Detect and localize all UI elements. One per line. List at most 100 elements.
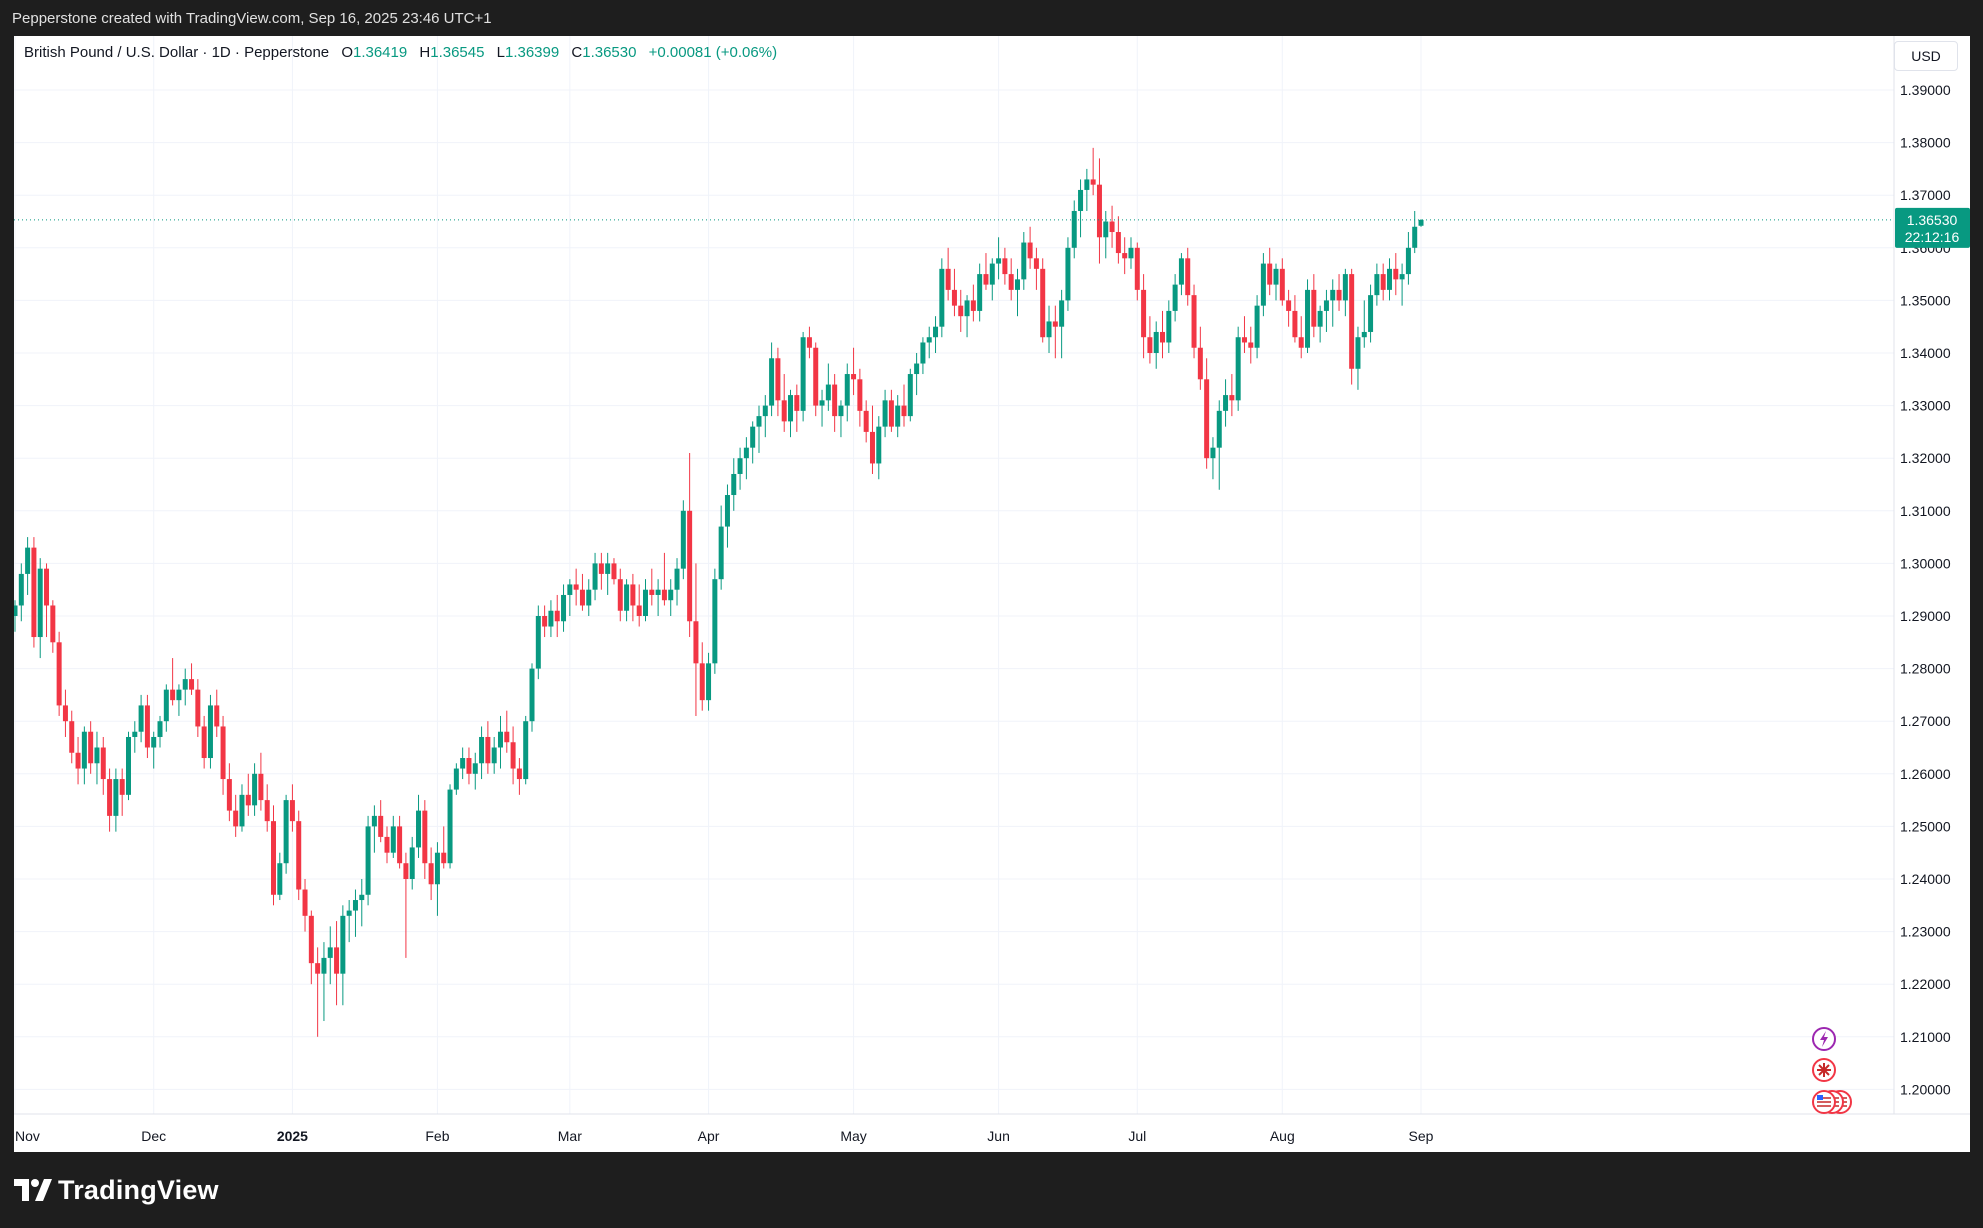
candle[interactable]	[491, 736, 497, 774]
candle[interactable]	[283, 794, 289, 874]
candle[interactable]	[163, 684, 169, 732]
candle[interactable]	[1071, 200, 1077, 259]
candle[interactable]	[983, 253, 989, 290]
candle[interactable]	[844, 363, 850, 422]
candle[interactable]	[1178, 253, 1184, 296]
candle[interactable]	[611, 558, 617, 585]
candle[interactable]	[315, 947, 321, 1037]
candle[interactable]	[170, 658, 176, 706]
candle[interactable]	[832, 374, 838, 432]
candle[interactable]	[1046, 305, 1052, 353]
candle[interactable]	[321, 942, 327, 1022]
candle[interactable]	[1033, 247, 1039, 290]
candle[interactable]	[617, 568, 623, 622]
candle[interactable]	[838, 400, 844, 438]
candle[interactable]	[18, 563, 24, 622]
candle[interactable]	[1160, 310, 1166, 359]
candle[interactable]	[1405, 232, 1411, 285]
candle[interactable]	[479, 726, 485, 780]
candle[interactable]	[687, 452, 693, 638]
candle[interactable]	[1021, 232, 1027, 290]
candle[interactable]	[794, 384, 800, 432]
candle[interactable]	[176, 684, 182, 716]
candle[interactable]	[258, 752, 264, 811]
candle[interactable]	[220, 715, 226, 795]
candle[interactable]	[1134, 242, 1140, 301]
us-flag-event-icon[interactable]	[1812, 1090, 1852, 1114]
candle[interactable]	[189, 663, 195, 695]
candle[interactable]	[592, 552, 598, 601]
candle[interactable]	[958, 289, 964, 332]
symbol-name[interactable]: British Pound / U.S. Dollar · 1D · Peppe…	[24, 44, 330, 61]
candle[interactable]	[1317, 305, 1323, 343]
currency-button[interactable]: USD	[1894, 41, 1958, 71]
candle[interactable]	[409, 836, 415, 890]
candle[interactable]	[69, 710, 75, 764]
candle[interactable]	[548, 600, 554, 638]
candle[interactable]	[1216, 400, 1222, 490]
candle[interactable]	[1260, 253, 1266, 317]
candle[interactable]	[907, 368, 913, 422]
candle[interactable]	[472, 752, 478, 790]
candle[interactable]	[434, 842, 440, 916]
candle[interactable]	[50, 600, 56, 653]
candle[interactable]	[1368, 284, 1374, 343]
candle[interactable]	[233, 794, 239, 837]
candle[interactable]	[1399, 263, 1405, 306]
candle[interactable]	[289, 784, 295, 832]
candle[interactable]	[453, 763, 459, 795]
candle[interactable]	[1323, 289, 1329, 332]
candle[interactable]	[542, 605, 548, 638]
candle[interactable]	[1235, 326, 1241, 411]
candle[interactable]	[88, 721, 94, 774]
candle[interactable]	[37, 558, 43, 659]
candle[interactable]	[869, 405, 875, 474]
candle[interactable]	[1059, 289, 1065, 359]
candle[interactable]	[706, 652, 712, 711]
candle[interactable]	[1361, 300, 1367, 348]
candle[interactable]	[781, 374, 787, 432]
candle[interactable]	[989, 258, 995, 301]
candle[interactable]	[327, 926, 333, 985]
candle[interactable]	[125, 731, 131, 801]
candle[interactable]	[441, 826, 447, 869]
candle[interactable]	[485, 721, 491, 774]
candle[interactable]	[718, 505, 724, 590]
candle[interactable]	[806, 326, 812, 359]
candle[interactable]	[422, 800, 428, 879]
candle[interactable]	[1115, 216, 1121, 264]
candle[interactable]	[1267, 247, 1273, 296]
candle[interactable]	[680, 500, 686, 580]
candle[interactable]	[1166, 300, 1172, 353]
candle[interactable]	[397, 815, 403, 869]
candle[interactable]	[819, 389, 825, 427]
candle[interactable]	[31, 537, 37, 648]
candle[interactable]	[579, 573, 585, 611]
candle[interactable]	[1103, 210, 1109, 259]
candle[interactable]	[1241, 316, 1247, 353]
candle[interactable]	[504, 710, 510, 753]
candle[interactable]	[1412, 210, 1418, 254]
candle[interactable]	[371, 805, 377, 853]
candle[interactable]	[308, 910, 314, 985]
candle[interactable]	[1286, 289, 1292, 327]
candle[interactable]	[264, 784, 270, 832]
candle[interactable]	[693, 563, 699, 716]
candlestick-chart[interactable]: 1.20000 1.21000 1.22000 1.23000 1.24000 1.250…	[14, 36, 1970, 1152]
candle[interactable]	[1014, 268, 1020, 317]
candle[interactable]	[876, 416, 882, 480]
candle[interactable]	[132, 721, 138, 753]
candle[interactable]	[1229, 374, 1235, 417]
candle[interactable]	[1355, 326, 1361, 390]
candle[interactable]	[731, 458, 737, 511]
candle[interactable]	[1380, 263, 1386, 301]
candle[interactable]	[813, 342, 819, 417]
candle[interactable]	[239, 784, 245, 832]
candle[interactable]	[296, 810, 302, 901]
candle[interactable]	[605, 552, 611, 595]
candle[interactable]	[951, 268, 957, 317]
candle[interactable]	[25, 537, 31, 595]
candle[interactable]	[1008, 258, 1014, 301]
candle[interactable]	[901, 384, 907, 427]
candle[interactable]	[214, 689, 220, 737]
